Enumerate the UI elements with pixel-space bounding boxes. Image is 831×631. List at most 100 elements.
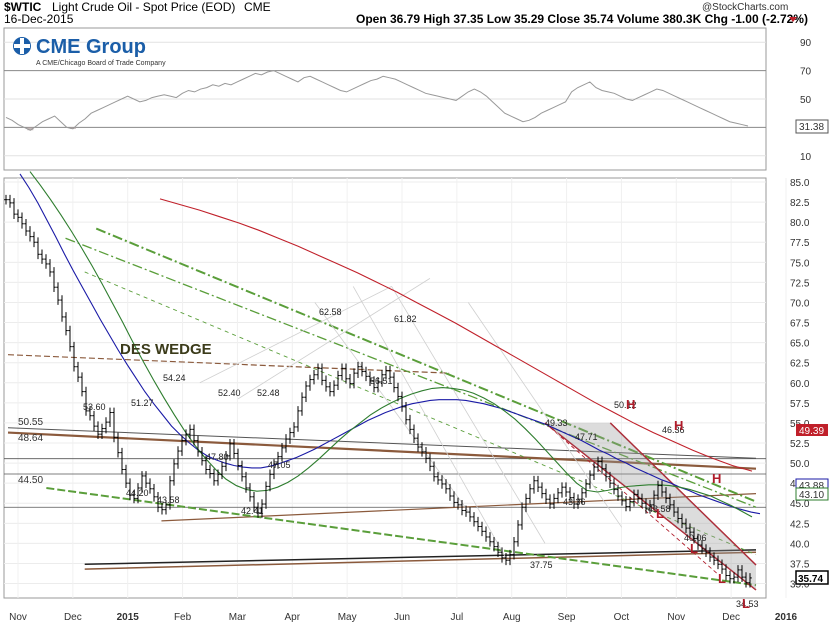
exchange: CME (244, 0, 271, 14)
trendline (544, 422, 718, 575)
x-tick-label: 2015 (117, 612, 140, 623)
rsi-last-badge (795, 119, 829, 134)
level-label: 50.55 (18, 417, 43, 428)
y-tick-label: 65.0 (790, 339, 810, 350)
wedge-annotation: DES WEDGE (120, 341, 212, 358)
price-series (4, 194, 752, 588)
trendline (7, 427, 757, 459)
price-annotation: 56.51 (370, 376, 393, 386)
rsi-last-value: 31.38 (799, 122, 824, 133)
y-tick-label: 37.5 (790, 559, 810, 570)
ma-line-red-MA (159, 198, 753, 472)
right-badge (796, 424, 828, 436)
price-annotation: 52.40 (218, 388, 241, 398)
price-annotation: 42.41 (241, 506, 264, 516)
swing-label: L (690, 541, 698, 556)
rsi-grid (4, 41, 766, 157)
trendline (84, 551, 757, 570)
price-annotation: 47.80 (206, 452, 229, 462)
price-annotation: 43.58 (648, 504, 671, 514)
y-tick-label: 77.5 (790, 238, 810, 249)
right-badge (795, 487, 829, 501)
ma-line-blue-MA (19, 173, 761, 515)
y-tick-label: 75.0 (790, 258, 810, 269)
swing-label: L (656, 506, 664, 521)
price-annotation: 50.12 (614, 400, 637, 410)
cme-logo: CME Group A CME/Chicago Board of Trade C… (13, 36, 166, 67)
rsi-tick-label: 90 (800, 38, 812, 49)
swing-label: L (718, 571, 726, 586)
y-tick-label: 52.5 (790, 439, 810, 450)
price-annotation: 52.48 (257, 388, 280, 398)
ma-line-green-MA (29, 171, 753, 518)
fan-line (314, 302, 469, 512)
trendline (544, 422, 757, 591)
right-badge-label: 43.88 (799, 481, 824, 492)
symbol: $WTIC (4, 0, 42, 14)
price-annotation: 49.33 (545, 418, 568, 428)
main-panel-frame (3, 177, 767, 599)
main-grid (4, 178, 787, 598)
fan-line (237, 278, 431, 400)
rsi-line (5, 70, 749, 131)
x-tick-label: Sep (558, 612, 576, 623)
y-tick-label: 35.0 (790, 580, 810, 591)
trendline (84, 271, 757, 556)
price-annotation: 61.82 (394, 314, 417, 324)
swing-label: L (742, 596, 750, 611)
logo-subtitle: A CME/Chicago Board of Trade Company (36, 60, 166, 67)
price-annotation: 43.36 (563, 497, 586, 507)
moving-averages (19, 171, 761, 518)
y-tick-label: 45.0 (790, 499, 810, 510)
y-tick-label: 62.5 (790, 359, 810, 370)
fan-line (391, 286, 546, 544)
price-annotation: 40.06 (684, 533, 707, 543)
y-tick-label: 85.0 (790, 178, 810, 189)
price-annotation: 54.24 (163, 373, 186, 383)
trendlines (4, 227, 766, 591)
last-price-badge (795, 570, 829, 585)
level-label: 44.50 (18, 475, 43, 486)
rsi-oversold-fill (27, 127, 76, 131)
channel-shade (545, 422, 756, 590)
chart-date: 16-Dec-2015 (4, 12, 74, 26)
x-tick-label: Jun (394, 612, 410, 623)
x-tick-label: 2016 (775, 612, 798, 623)
x-tick-label: May (338, 612, 357, 623)
logo-wordmark: CME Group (36, 36, 146, 58)
main-axis: 35.037.540.042.545.047.550.052.555.057.5… (790, 178, 810, 591)
trendline (95, 227, 757, 503)
trendline (65, 237, 757, 508)
x-tick-label: Dec (64, 612, 82, 623)
price-annotation: 53.60 (83, 402, 106, 412)
instrument-name: Light Crude Oil - Spot Price (EOD) (52, 0, 235, 14)
rsi-line-group (5, 70, 749, 131)
y-tick-label: 82.5 (790, 198, 810, 209)
price-annotation: 34.53 (736, 599, 759, 609)
x-tick-label: Aug (503, 612, 521, 623)
annotations: 53.60 54.24 51.27 52.40 52.48 47.80 44.20 43.58… (83, 307, 759, 611)
trendline (609, 422, 757, 566)
x-tick-label: Jul (450, 612, 463, 623)
rsi-tick-label: 10 (800, 152, 812, 163)
x-tick-label: Dec (722, 612, 740, 623)
down-arrow-icon (789, 17, 797, 22)
y-tick-label: 72.5 (790, 278, 810, 289)
y-tick-label: 67.5 (790, 319, 810, 330)
y-tick-label: 40.0 (790, 539, 810, 550)
y-tick-label: 42.5 (790, 519, 810, 530)
x-tick-label: Oct (614, 612, 630, 623)
cme-globe-icon (13, 37, 31, 55)
swing-label: H (626, 397, 635, 412)
price-annotation: 47.71 (575, 432, 598, 442)
x-tick-label: Feb (174, 612, 192, 623)
trendline (7, 431, 757, 470)
y-tick-label: 57.5 (790, 399, 810, 410)
price-annotation: 37.75 (530, 560, 553, 570)
y-tick-label: 70.0 (790, 298, 810, 309)
rsi-axis: 1030507090 (800, 38, 812, 163)
swing-label: H (712, 471, 721, 486)
price-annotation: 46.36 (662, 425, 685, 435)
price-annotation: 47.05 (268, 460, 291, 470)
